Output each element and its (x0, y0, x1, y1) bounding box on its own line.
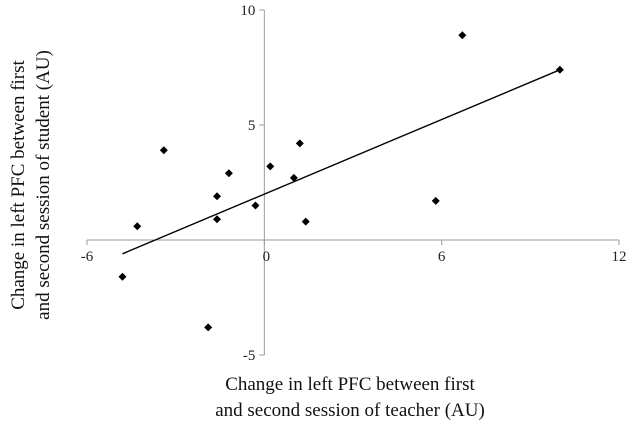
data-point (213, 215, 222, 224)
data-point (118, 272, 127, 281)
data-point (133, 222, 142, 231)
y-axis-title-line-1: Change in left PFC between first (8, 59, 29, 309)
data-point (224, 169, 233, 178)
x-axis-title-line-2: and second session of teacher (AU) (215, 400, 485, 421)
data-point (159, 146, 168, 155)
y-axis-title-line-2: and second session of student (AU) (33, 50, 54, 320)
data-point (555, 65, 564, 74)
x-tick-label: 6 (438, 249, 446, 265)
data-points (118, 31, 564, 332)
x-axis-title-line-1: Change in left PFC between first (225, 374, 475, 395)
y-tick-label: 5 (248, 118, 256, 134)
data-point (251, 201, 260, 210)
y-tick-label: 10 (240, 3, 255, 19)
y-tick-label: -5 (243, 348, 256, 364)
axes (87, 10, 619, 355)
data-point (458, 31, 467, 40)
data-point (213, 192, 222, 201)
x-tick-label: 0 (263, 249, 271, 265)
tick-labels: -6 0 6 12 -5 5 10 (81, 3, 627, 364)
data-point (431, 196, 440, 205)
data-point (289, 173, 298, 182)
data-point (204, 323, 213, 332)
data-point (295, 139, 304, 148)
data-point (301, 217, 310, 226)
x-tick-label: 12 (612, 249, 627, 265)
x-tick-label: -6 (81, 249, 94, 265)
data-point (266, 162, 275, 171)
trend-line (122, 69, 561, 255)
